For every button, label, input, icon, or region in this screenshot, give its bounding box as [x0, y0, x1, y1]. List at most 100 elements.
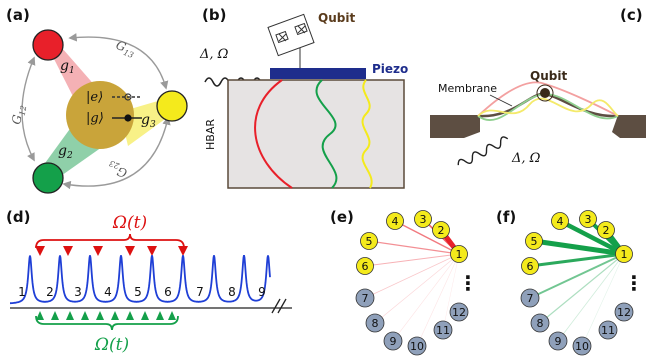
green-drive-arrow — [66, 311, 74, 320]
green-drive-arrow — [96, 311, 104, 320]
graph-edge — [416, 253, 460, 347]
graph-node-label: 10 — [410, 340, 424, 353]
acoustic-mode-red — [254, 79, 293, 189]
coupling-label-g1: g1 — [60, 58, 75, 76]
graph-node — [383, 331, 403, 351]
graph-node — [355, 288, 375, 308]
red-drive-arrow — [35, 246, 45, 256]
graph-node — [433, 320, 453, 340]
coupling-label-G12: G12 — [9, 104, 28, 126]
graph-node — [525, 232, 543, 250]
graph-node — [598, 320, 618, 340]
graph-node — [597, 221, 615, 239]
panel-f-label: (f) — [496, 208, 516, 226]
graph-node-label: 3 — [420, 213, 427, 226]
panel-c-label: (c) — [620, 6, 643, 24]
panel-a: (a) |e⟩ |g⟩ g1 g2 g3 G13 G12 G23 — [6, 6, 188, 194]
graph-node-label: 9 — [555, 335, 562, 348]
drive-label-b: Δ, Ω — [199, 47, 229, 62]
red-drive-arrow — [93, 246, 103, 256]
acoustic-mode-green — [315, 79, 338, 189]
qubit-label-c: Qubit — [530, 69, 567, 83]
red-drive-arrow — [147, 246, 157, 256]
green-drive-arrow — [111, 311, 119, 320]
graph-edge — [539, 253, 625, 324]
graph-edge — [364, 253, 460, 267]
ket-g: |g⟩ — [86, 111, 104, 126]
graph-edge — [394, 220, 460, 255]
piezo-layer — [270, 68, 366, 79]
omega-label-green: Ω(t) — [94, 335, 129, 355]
mode-number: 4 — [104, 285, 112, 299]
green-drive-arrows — [36, 311, 176, 320]
membrane-support-right — [612, 115, 646, 138]
graph-node-label: 10 — [575, 340, 589, 353]
graph-node — [572, 336, 592, 356]
drive-waveform-c — [457, 136, 509, 166]
graph-node-label: 11 — [601, 324, 615, 337]
mode-number: 9 — [258, 285, 266, 299]
green-drive-arrow — [36, 311, 44, 320]
graph-edge — [368, 240, 460, 255]
graph-node-label: 9 — [390, 335, 397, 348]
drive-label-c: Δ, Ω — [511, 151, 541, 166]
graph-node-label: 5 — [366, 235, 373, 248]
graph-edge — [364, 253, 460, 299]
green-drive-arrow — [168, 311, 176, 320]
graph-node-label: 1 — [621, 248, 628, 261]
membrane-pointer — [489, 94, 513, 107]
red-drive-arrows — [35, 246, 188, 256]
graph-edge — [529, 252, 625, 268]
green-drive-arrow — [51, 311, 59, 320]
graph-node — [449, 302, 469, 322]
mode-number: 1 — [18, 285, 26, 299]
coupling-arc-G12 — [21, 56, 36, 162]
graph-node — [520, 288, 540, 308]
graph-node-label: 6 — [362, 260, 369, 273]
graph-edge — [529, 253, 625, 299]
graph-edge — [581, 253, 625, 347]
qubit-ring-c — [536, 84, 554, 102]
mode-spectrum — [10, 255, 271, 305]
graph-node-label: 8 — [537, 317, 544, 330]
ellipsis-f: ⋮ — [624, 271, 644, 295]
graph-node-label: 2 — [438, 224, 445, 237]
mode-number: 2 — [46, 285, 54, 299]
red-drive-arrow — [63, 246, 73, 256]
axis-break-1 — [271, 298, 281, 314]
ground-state-marker — [124, 114, 132, 122]
acoustic-mode-yellow — [361, 79, 373, 189]
graph-edge — [557, 253, 625, 342]
graph-node-label: 6 — [527, 260, 534, 273]
panel-d-label: (d) — [6, 208, 30, 226]
membrane-mode-red — [477, 81, 619, 117]
graph-edge — [374, 253, 460, 324]
piezo-label: Piezo — [372, 62, 408, 76]
graph-node-label: 4 — [557, 215, 564, 228]
graph-edge — [533, 238, 625, 257]
qubit-circuit — [267, 13, 316, 71]
panel-b-label: (b) — [202, 6, 226, 24]
coupling-arc-G23 — [62, 116, 171, 190]
membrane-mode-yellow — [477, 97, 619, 117]
graph-node — [615, 245, 633, 263]
graph-node — [521, 257, 539, 275]
coupling-label-g2: g2 — [58, 143, 73, 161]
coupling-arc-G13 — [68, 33, 169, 90]
brace-green — [35, 315, 179, 331]
omega-label-red: Ω(t) — [112, 213, 147, 233]
panel-e-label: (e) — [330, 208, 354, 226]
graph-node-label: 5 — [531, 235, 538, 248]
graph-node — [386, 212, 404, 230]
mode-number: 6 — [164, 285, 172, 299]
green-drive-arrow — [141, 311, 149, 320]
graph-node — [450, 245, 468, 263]
red-drive-arrow — [125, 246, 135, 256]
graph-edge — [558, 219, 626, 256]
mode-number: 3 — [74, 285, 82, 299]
mode-numbers: 1 2 3 4 5 6 7 8 9 — [18, 285, 266, 299]
coupling-label-g3: g3 — [141, 112, 156, 130]
panel-a-label: (a) — [6, 6, 30, 24]
